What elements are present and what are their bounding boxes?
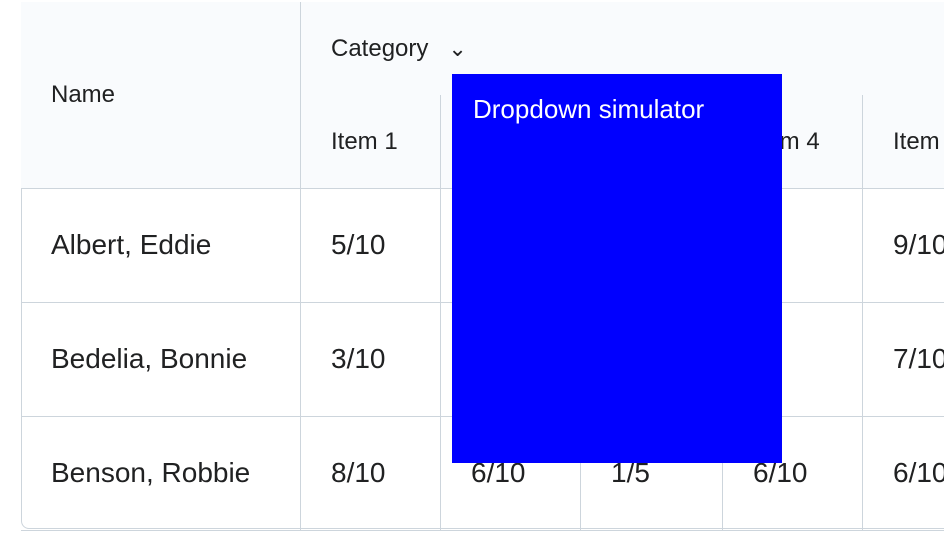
student-name-text: Bedelia, Bonnie <box>51 343 248 374</box>
item-header: Item 1 <box>301 95 441 189</box>
grade-cell: 7/10 <box>863 302 944 417</box>
grade-cell <box>723 302 863 417</box>
chevron-icon[interactable]: ⌄ <box>448 35 467 61</box>
grade-cell: 3/10 <box>301 302 441 417</box>
dropdown-simulator[interactable]: Dropdown simulator <box>452 74 782 463</box>
grade-cell: 6/10 <box>863 416 944 531</box>
item-header: Item 5 <box>863 95 944 189</box>
student-name: Bedelia, Bonnie <box>21 302 301 417</box>
grade-cell-text: 9/10 <box>893 229 944 260</box>
dropdown-label: Dropdown simulator <box>473 94 705 124</box>
grade-cell: 5/10 <box>301 188 441 303</box>
name-header: Name <box>21 2 301 189</box>
grade-cell-text: 6/10 <box>893 457 944 488</box>
category-header-text: Category <box>331 34 429 62</box>
grade-cell-text: 3/10 <box>331 343 386 374</box>
item-header-text: Item 1 <box>331 127 398 155</box>
category-header[interactable]: Category ⌄ <box>301 2 944 96</box>
student-name-text: Albert, Eddie <box>51 229 212 260</box>
grade-cell-text: 8/10 <box>331 457 386 488</box>
grade-cell-text: 5/10 <box>331 229 386 260</box>
grade-cell <box>723 188 863 303</box>
name-header-text: Name <box>51 81 116 108</box>
item-header-text: Item 5 <box>893 127 944 155</box>
student-name-text: Benson, Robbie <box>51 457 251 488</box>
grade-cell: 8/10 <box>301 416 441 531</box>
grade-cell-text: 7/10 <box>893 343 944 374</box>
grade-cell: 9/10 <box>863 188 944 303</box>
student-name: Benson, Robbie <box>21 416 301 531</box>
student-name: Albert, Eddie <box>21 188 301 303</box>
